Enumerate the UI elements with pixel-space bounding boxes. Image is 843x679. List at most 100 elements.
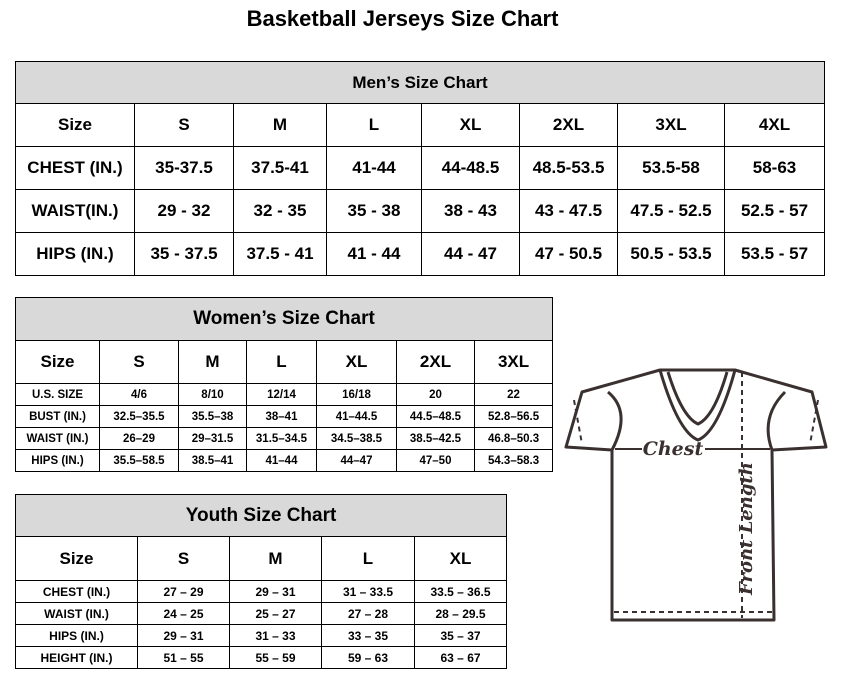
table-cell: 38–41	[246, 405, 317, 428]
mens-size-table: Men’s Size Chart Size S M L XL 2XL 3XL 4XL CHEST …	[14, 61, 826, 276]
shirt-outline	[564, 368, 828, 622]
table-cell: 37.5-41	[233, 146, 327, 190]
table-cell: 35 - 37.5	[134, 232, 234, 276]
table-cell: 4/6	[99, 383, 179, 406]
table-cell: 52.5 - 57	[723, 189, 826, 233]
row-label: HEIGHT (IN.)	[15, 646, 138, 669]
chest-label: Chest	[643, 438, 704, 460]
table-row: WAIST (IN.) 26–29 29–31.5 31.5–34.5 34.5–38.…	[15, 427, 554, 450]
table-row: HIPS (IN.) 29 – 31 31 – 33 33 – 35 35 – 37	[15, 624, 508, 647]
table-cell: XL	[421, 103, 520, 147]
women-chart-heading: Women’s Size Chart	[14, 297, 554, 341]
table-cell: 35 – 37	[413, 624, 508, 647]
table-cell: 32.5–35.5	[99, 405, 179, 428]
table-cell: 33.5 – 36.5	[413, 580, 508, 603]
table-cell: M	[229, 536, 322, 581]
womens-size-table: Women’s Size Chart Size S M L XL 2XL 3XL U.S. SI…	[14, 297, 554, 472]
table-cell: 47.5 - 52.5	[617, 189, 725, 233]
table-cell: 41 - 44	[326, 232, 422, 276]
table-row: HIPS (IN.) 35 - 37.5 37.5 - 41 41 - 44 44 - …	[15, 232, 826, 276]
table-cell: 34.5–38.5	[316, 427, 397, 450]
row-label: WAIST (IN.)	[15, 602, 138, 625]
row-label: CHEST (IN.)	[15, 146, 135, 190]
table-cell: 3XL	[617, 103, 725, 147]
table-row: HEIGHT (IN.) 51 – 55 55 – 59 59 – 63 63 – 67	[15, 646, 508, 669]
table-cell: S	[99, 340, 179, 384]
row-label: Size	[15, 340, 100, 384]
row-label: HIPS (IN.)	[15, 624, 138, 647]
table-cell: 29 – 31	[137, 624, 230, 647]
table-cell: 47–50	[396, 449, 475, 472]
table-cell: M	[233, 103, 327, 147]
table-cell: 44-48.5	[421, 146, 520, 190]
table-cell: 4XL	[723, 103, 826, 147]
table-cell: 47 - 50.5	[519, 232, 618, 276]
table-cell: 28 – 29.5	[413, 602, 508, 625]
table-cell: 38.5–42.5	[396, 427, 475, 450]
table-cell: 55 – 59	[229, 646, 322, 669]
table-cell: 31 – 33.5	[321, 580, 415, 603]
table-cell: 44.5–48.5	[396, 405, 475, 428]
table-cell: 29–31.5	[178, 427, 247, 450]
table-cell: 31 – 33	[229, 624, 322, 647]
table-row: HIPS (IN.) 35.5–58.5 38.5–41 41–44 44–47 47–5…	[15, 449, 554, 472]
table-cell: 33 – 35	[321, 624, 415, 647]
youth-size-table: Youth Size Chart Size S M L XL CHEST (IN.) 27 –…	[14, 494, 508, 669]
size-header-row: Size S M L XL 2XL 3XL	[15, 340, 554, 384]
table-cell: 59 – 63	[321, 646, 415, 669]
row-label: WAIST (IN.)	[15, 427, 100, 450]
table-row: CHEST (IN.) 27 – 29 29 – 31 31 – 33.5 33.5 –…	[15, 580, 508, 603]
table-cell: 48.5-53.5	[519, 146, 618, 190]
table-cell: 44 - 47	[421, 232, 520, 276]
table-cell: 29 – 31	[229, 580, 322, 603]
table-cell: 8/10	[178, 383, 247, 406]
table-cell: 37.5 - 41	[233, 232, 327, 276]
table-cell: 38.5–41	[178, 449, 247, 472]
table-row: WAIST(IN.) 29 - 32 32 - 35 35 - 38 38 - 43 43…	[15, 189, 826, 233]
table-cell: L	[321, 536, 415, 581]
table-cell: 51 – 55	[137, 646, 230, 669]
table-cell: 43 - 47.5	[519, 189, 618, 233]
table-cell: 35 - 38	[326, 189, 422, 233]
table-cell: 35.5–58.5	[99, 449, 179, 472]
row-label: HIPS (IN.)	[15, 449, 100, 472]
row-label: CHEST (IN.)	[15, 580, 138, 603]
table-cell: 63 – 67	[413, 646, 508, 669]
table-cell: 52.8–56.5	[473, 405, 554, 428]
table-row: U.S. SIZE 4/6 8/10 12/14 16/18 20 22	[15, 383, 554, 406]
row-label: Size	[15, 103, 135, 147]
table-cell: 3XL	[473, 340, 554, 384]
row-label: Size	[15, 536, 138, 581]
front-length-label: Front Length	[736, 462, 757, 596]
table-cell: 54.3–58.3	[473, 449, 554, 472]
jersey-diagram: Chest Front Length	[564, 368, 828, 622]
table-cell: 50.5 - 53.5	[617, 232, 725, 276]
table-cell: 35-37.5	[134, 146, 234, 190]
table-cell: L	[246, 340, 317, 384]
table-cell: 2XL	[396, 340, 475, 384]
table-cell: 26–29	[99, 427, 179, 450]
row-label: HIPS (IN.)	[15, 232, 135, 276]
table-cell: 41-44	[326, 146, 422, 190]
table-cell: 41–44.5	[316, 405, 397, 428]
table-cell: 24 – 25	[137, 602, 230, 625]
table-cell: 32 - 35	[233, 189, 327, 233]
youth-chart-heading: Youth Size Chart	[14, 494, 508, 537]
row-label: WAIST(IN.)	[15, 189, 135, 233]
table-cell: S	[137, 536, 230, 581]
table-row: CHEST (IN.) 35-37.5 37.5-41 41-44 44-48.5 48.…	[15, 146, 826, 190]
table-cell: S	[134, 103, 234, 147]
table-cell: L	[326, 103, 422, 147]
table-cell: 31.5–34.5	[246, 427, 317, 450]
table-cell: 27 – 29	[137, 580, 230, 603]
table-cell: XL	[413, 536, 508, 581]
men-chart-heading: Men’s Size Chart	[14, 61, 826, 104]
table-cell: M	[178, 340, 247, 384]
table-cell: 46.8–50.3	[473, 427, 554, 450]
table-cell: XL	[316, 340, 397, 384]
table-cell: 44–47	[316, 449, 397, 472]
table-cell: 2XL	[519, 103, 618, 147]
table-cell: 53.5 - 57	[723, 232, 826, 276]
page-title: Basketball Jerseys Size Chart	[246, 6, 559, 31]
table-row: BUST (IN.) 32.5–35.5 35.5–38 38–41 41–44.5 44…	[15, 405, 554, 428]
